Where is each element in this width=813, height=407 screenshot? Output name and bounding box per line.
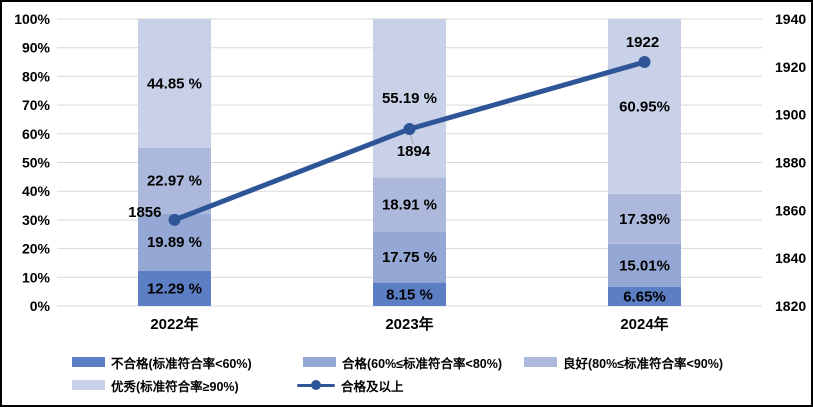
right-axis-tick: 1900 xyxy=(775,107,806,123)
legend-label-qualified: 合格(60%≤标准符合率<80%) xyxy=(342,356,503,371)
bar-segment xyxy=(373,231,446,283)
left-axis-tick: 80% xyxy=(22,68,51,84)
legend-item-qualified: 合格(60%≤标准符合率<80%) xyxy=(303,354,503,371)
left-axis-tick: 50% xyxy=(22,155,51,171)
right-axis-tick: 1840 xyxy=(775,250,806,266)
line-point-label: 1894 xyxy=(397,143,431,160)
line-marker xyxy=(638,56,651,69)
right-axis-tick: 1820 xyxy=(775,298,806,314)
left-axis-tick: 40% xyxy=(22,183,51,199)
bar-segment-label: 6.65% xyxy=(623,288,666,305)
bar-segment xyxy=(138,270,211,306)
right-axis-tick: 1880 xyxy=(775,155,806,171)
bar-segment xyxy=(608,286,681,306)
legend-item-qualified-and-above: 合格及以上 xyxy=(297,377,404,394)
right-axis-tick: 1920 xyxy=(775,59,806,75)
legend-label-unqualified: 不合格(标准符合率<60%) xyxy=(111,356,252,371)
left-axis-tick: 0% xyxy=(30,298,51,314)
legend-label-good: 良好(80%≤标准符合率<90%) xyxy=(563,356,724,371)
left-axis-tick: 30% xyxy=(22,212,51,228)
bar-segment xyxy=(138,147,211,214)
x-axis-label: 2024年 xyxy=(620,315,668,333)
legend-swatch-good xyxy=(524,357,557,367)
bar-segment xyxy=(373,19,446,178)
label-leader-line xyxy=(410,134,414,145)
line-point-label: 1856 xyxy=(128,204,161,221)
left-axis-tick: 20% xyxy=(22,241,51,257)
legend-label-excellent: 优秀(标准符合率≥90%) xyxy=(111,379,239,394)
legend-swatch-unqualified xyxy=(72,357,105,367)
line-marker xyxy=(168,213,181,226)
bar-segment xyxy=(373,282,446,306)
legend-item-good: 良好(80%≤标准符合率<90%) xyxy=(524,354,724,371)
legend-label-qualified-and-above: 合格及以上 xyxy=(341,379,404,394)
bar-segment-label: 17.75 % xyxy=(382,249,437,266)
legend-item-unqualified: 不合格(标准符合率<60%) xyxy=(72,354,252,371)
bar-segment-label: 60.95% xyxy=(619,98,670,115)
x-axis-label: 2022年 xyxy=(150,315,198,333)
legend-item-excellent: 优秀(标准符合率≥90%) xyxy=(72,377,239,394)
bar-segment xyxy=(138,19,211,148)
bar-segment xyxy=(373,177,446,232)
legend-swatch-excellent xyxy=(72,380,105,390)
bar-segment-label: 17.39% xyxy=(619,211,670,228)
legend-swatch-qualified xyxy=(303,357,336,367)
bar-segment-label: 44.85 % xyxy=(147,75,202,92)
line-marker xyxy=(403,123,416,136)
left-axis-tick: 100% xyxy=(14,11,50,27)
legend-line-symbol xyxy=(297,379,335,391)
bar-segment-label: 55.19 % xyxy=(382,90,437,107)
x-axis-label: 2023年 xyxy=(385,315,433,333)
legend-line-marker xyxy=(311,380,321,390)
right-axis-tick: 1940 xyxy=(775,11,806,27)
bar-segment-label: 15.01% xyxy=(619,257,670,274)
left-axis-tick: 70% xyxy=(22,97,51,113)
right-axis-tick: 1860 xyxy=(775,202,806,218)
bar-segment-label: 18.91 % xyxy=(382,197,437,214)
left-axis-tick: 10% xyxy=(22,269,51,285)
bar-segment-label: 19.89 % xyxy=(147,234,202,251)
bar-segment-label: 8.15 % xyxy=(386,286,433,303)
bar-segment xyxy=(608,243,681,287)
bar-segment-label: 12.29 % xyxy=(147,280,202,297)
left-axis-tick: 90% xyxy=(22,40,51,56)
bar-segment-label: 22.97 % xyxy=(147,173,202,190)
bar-segment xyxy=(608,193,681,244)
bar-segment xyxy=(608,19,681,194)
left-axis-tick: 60% xyxy=(22,126,51,142)
line-point-label: 1922 xyxy=(626,34,659,51)
